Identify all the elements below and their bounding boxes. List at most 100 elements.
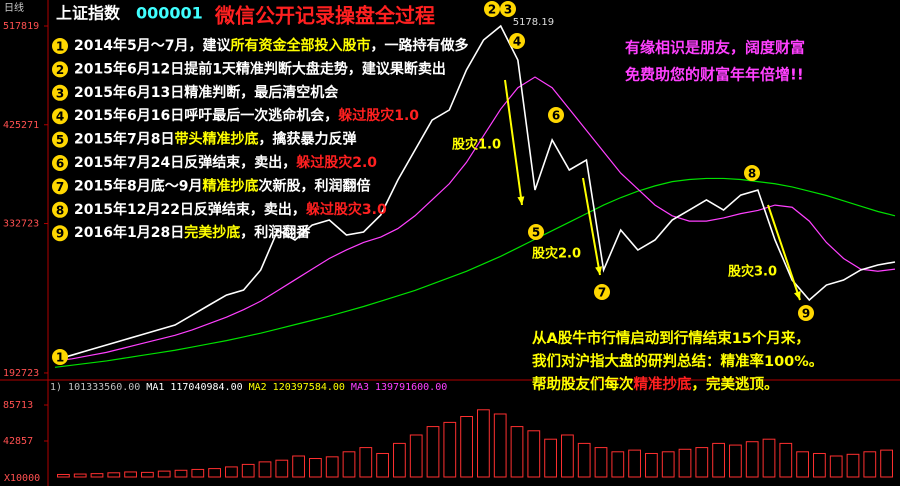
legend-entry: 1) — [50, 382, 62, 393]
crash-arrow — [504, 79, 523, 206]
volume-bar — [695, 447, 709, 478]
note-line: 2015年6月16日呼吁最后一次逃命机会，躲过股灾1.0 — [74, 107, 419, 124]
y-tick-label: 42857 — [3, 436, 33, 447]
volume-bar — [208, 468, 221, 478]
legend-entry: MA2 — [249, 382, 267, 393]
note-part: 次新股，利润翻倍 — [258, 177, 370, 194]
crash-label: 股灾1.0 — [452, 137, 501, 153]
marker-label: 9 — [802, 307, 810, 321]
note-number: 8 — [56, 203, 64, 217]
arrow-head — [517, 196, 525, 205]
note-part: 2015年7月8日 — [74, 131, 174, 148]
note-number: 3 — [56, 86, 64, 100]
volume-bar — [863, 451, 877, 478]
volume-bar — [779, 442, 793, 478]
price-line — [54, 177, 896, 368]
unit: X10000 — [4, 473, 40, 484]
volume-bar — [477, 409, 490, 478]
code: 000001 — [136, 4, 203, 23]
marker-circle — [484, 1, 500, 17]
note-part: 带头精准抄底 — [174, 131, 258, 148]
volume-bar — [157, 470, 171, 478]
note-line: 帮助股友们每次精准抄底，完美逃顶。 — [532, 375, 779, 393]
note-number: 4 — [56, 110, 64, 124]
volume-bar — [275, 459, 289, 478]
note-part: 我们对沪指大盘的研判总结：精准率100%。 — [532, 352, 823, 370]
y-tick-label: 425271 — [3, 120, 39, 131]
legend-entry: MA1 — [146, 382, 164, 393]
marker-circle — [594, 284, 610, 300]
marker-label: 1 — [56, 351, 64, 365]
crash-label: 股灾2.0 — [532, 246, 581, 262]
note-circle — [52, 108, 68, 125]
note-line: 2015年6月13日精准判断，最后清空机会 — [74, 84, 339, 101]
volume-bar — [577, 442, 591, 478]
volume-bar — [712, 442, 725, 478]
arrow-head — [794, 291, 801, 300]
volume-bar — [241, 463, 255, 478]
volume-bar — [359, 447, 373, 478]
note-part: 2014年5月～7月，建议 — [74, 37, 231, 54]
symbol: 上证指数 — [56, 4, 121, 23]
volume-bar — [292, 455, 305, 478]
marker-label: 8 — [748, 167, 756, 181]
price-line — [54, 76, 896, 362]
note-part: 完美抄底 — [184, 224, 240, 241]
note-number: 1 — [56, 40, 64, 54]
note-part: 2015年6月12日提前1天精准判断大盘走势，建议果断卖出 — [74, 60, 446, 77]
note-circle — [52, 178, 68, 195]
note-circle — [52, 155, 68, 171]
volume-bar — [527, 430, 541, 478]
volume-bar — [342, 451, 356, 478]
legend-entry: 101333560.00 — [68, 382, 140, 393]
note-line: 我们对沪指大盘的研判总结：精准率100%。 — [532, 352, 823, 370]
note-number: 9 — [56, 227, 64, 241]
note-part: 精准抄底 — [202, 177, 258, 194]
marker-label: 6 — [552, 109, 560, 123]
note-circle — [52, 201, 68, 218]
crash-arrow — [767, 204, 801, 301]
y-tick-label: 517819 — [3, 21, 39, 32]
volume-bar — [813, 452, 826, 478]
volume-bar — [745, 441, 759, 478]
note-part: 2016年1月28日 — [74, 224, 184, 241]
volume-bar — [846, 453, 860, 478]
note-part: 帮助股友们每次 — [532, 375, 634, 393]
note-circle — [52, 131, 68, 148]
note-line: 2015年6月12日提前1天精准判断大盘走势，建议果断卖出 — [74, 60, 446, 77]
note-number: 6 — [56, 157, 64, 171]
note-part: 躲过股灾2.0 — [296, 154, 377, 171]
volume-bar — [90, 473, 104, 478]
volume-bar — [73, 473, 87, 478]
marker-circle — [528, 224, 544, 240]
promo: 有缘相识是朋友，阔度财富 — [625, 39, 805, 57]
volume-legend: 1) 101333560.00 MA1 117040984.00 MA2 12039758… — [50, 382, 447, 393]
volume-bar — [796, 451, 809, 478]
y-tick-label: 192723 — [3, 368, 39, 379]
marker-circle — [509, 33, 525, 49]
y-tick-label: 332723 — [3, 219, 39, 230]
note-number: 2 — [56, 63, 64, 77]
volume-bar — [325, 456, 339, 478]
volume-bar — [645, 452, 658, 478]
note-part: ，擒获暴力反弹 — [258, 131, 356, 148]
note-circle — [52, 225, 68, 242]
marker-label: 4 — [513, 35, 521, 49]
volume-bar — [443, 421, 457, 478]
note-part: ，完美逃顶。 — [692, 375, 779, 393]
volume-bar — [493, 413, 507, 478]
volume-bar — [829, 455, 843, 478]
legend-entry: 120397584.00 — [273, 382, 345, 393]
note-part: 躲过股灾3.0 — [306, 201, 387, 218]
note-number: 7 — [56, 180, 64, 194]
legend-entry: 117040984.00 — [170, 382, 242, 393]
volume-bar — [124, 471, 137, 478]
volume-bar — [762, 438, 776, 478]
volume-bar — [661, 451, 675, 478]
y-tick-label: 85713 — [3, 400, 33, 411]
volume-bar — [611, 451, 625, 478]
note-part: 所有资金全部投入股市 — [230, 37, 370, 54]
marker-circle — [744, 165, 760, 181]
